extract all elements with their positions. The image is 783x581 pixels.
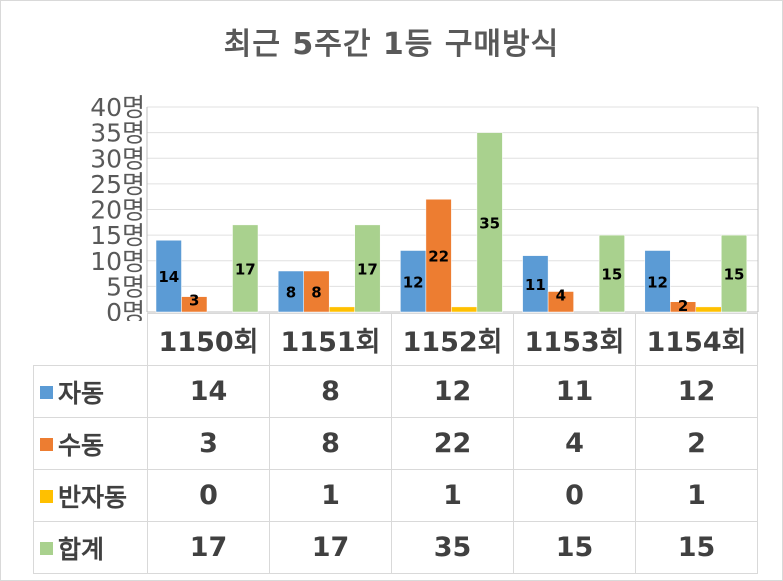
- data-label: 8: [311, 284, 321, 302]
- table-cell: 0: [513, 469, 636, 522]
- bar-수동-1150회: [181, 296, 208, 313]
- data-label: 14: [158, 268, 179, 286]
- table-cell: 15: [513, 521, 636, 574]
- bar-합계-1152회: [476, 132, 503, 313]
- y-tick-label: 25명: [90, 170, 145, 199]
- table-cell: 17: [147, 521, 270, 574]
- series-legend-cell: 수동: [33, 417, 148, 470]
- y-tick-label: 20명: [90, 196, 145, 225]
- table-cell: 1: [391, 469, 514, 522]
- bar-반자동-1154회: [695, 306, 722, 313]
- legend-swatch: [40, 386, 53, 399]
- data-label: 15: [601, 266, 622, 284]
- table-cell: 12: [391, 365, 514, 418]
- data-label: 4: [556, 287, 566, 305]
- table-cell: 8: [269, 365, 392, 418]
- bar-합계-1151회: [354, 224, 381, 313]
- table-cell: 15: [635, 521, 758, 574]
- table-row: 수동 3 8 22 4 2: [33, 417, 758, 470]
- bars: [155, 132, 748, 313]
- series-name: 반자동: [58, 482, 128, 512]
- category-label: 1154회: [635, 313, 758, 366]
- table-cell: 2: [635, 417, 758, 470]
- series-name: 자동: [58, 378, 105, 408]
- data-label: 22: [428, 248, 449, 266]
- y-tick-label: 5명: [106, 272, 145, 301]
- y-tick-label: 10명: [90, 247, 145, 276]
- table-cell: 4: [513, 417, 636, 470]
- bar-자동-1154회: [644, 250, 671, 313]
- table-corner: [33, 313, 148, 366]
- series-legend-cell: 합계: [33, 521, 148, 574]
- data-label: 12: [647, 273, 668, 291]
- series-name: 합계: [58, 534, 105, 564]
- bar-수동-1152회: [425, 199, 452, 313]
- y-tick-label: 35명: [90, 119, 145, 148]
- table-cell: 1: [635, 469, 758, 522]
- legend-swatch: [40, 542, 53, 555]
- legend-swatch: [40, 490, 53, 503]
- data-label: 15: [724, 266, 745, 284]
- category-label: 1150회: [147, 313, 270, 366]
- bar-반자동-1151회: [328, 306, 355, 313]
- category-label: 1153회: [513, 313, 636, 366]
- legend-swatch: [40, 438, 53, 451]
- bar-반자동-1152회: [451, 306, 478, 313]
- table-cell: 17: [269, 521, 392, 574]
- data-label: 2: [678, 297, 688, 315]
- data-label: 17: [235, 260, 256, 278]
- category-label: 1152회: [391, 313, 514, 366]
- y-tick-label: 15명: [90, 221, 145, 250]
- table-cell: 3: [147, 417, 270, 470]
- series-name: 수동: [58, 430, 105, 460]
- series-legend-cell: 자동: [33, 365, 148, 418]
- data-table: 1150회 1151회 1152회 1153회 1154회 자동 14 8 12 11 12 수동 3…: [33, 313, 758, 574]
- y-tick-label: 30명: [90, 144, 145, 173]
- table-cell: 35: [391, 521, 514, 574]
- data-label: 8: [286, 284, 296, 302]
- category-label: 1151회: [269, 313, 392, 366]
- table-cell: 14: [147, 365, 270, 418]
- bar-합계-1153회: [598, 234, 625, 313]
- data-label: 17: [357, 260, 378, 278]
- bar-합계-1150회: [232, 224, 259, 313]
- bar-수동-1151회: [303, 270, 330, 313]
- table-cell: 1: [269, 469, 392, 522]
- table-cell: 8: [269, 417, 392, 470]
- data-label: 35: [479, 214, 500, 232]
- table-cell: 11: [513, 365, 636, 418]
- series-legend-cell: 반자동: [33, 469, 148, 522]
- table-cell: 0: [147, 469, 270, 522]
- table-header-row: 1150회 1151회 1152회 1153회 1154회: [33, 313, 758, 366]
- table-cell: 12: [635, 365, 758, 418]
- table-cell: 22: [391, 417, 514, 470]
- bar-자동-1153회: [522, 255, 549, 313]
- table-row: 자동 14 8 12 11 12: [33, 365, 758, 418]
- data-label: 3: [189, 292, 199, 310]
- table-body: 자동 14 8 12 11 12 수동 3 8 22 4 2 반자동 0 1 1 0 1 합계 17 17 35 15 15: [33, 365, 758, 574]
- data-label: 12: [403, 273, 424, 291]
- y-tick-label: 40명: [90, 93, 145, 122]
- bar-자동-1150회: [155, 240, 182, 313]
- data-label: 11: [525, 276, 546, 294]
- bar-수동-1153회: [547, 291, 574, 313]
- bar-합계-1154회: [721, 234, 748, 313]
- table-row: 합계 17 17 35 15 15: [33, 521, 758, 574]
- data-labels: 14 8 12 11 12 3 8 22 4 2 17 17 35 15 15: [158, 214, 744, 314]
- table-row: 반자동 0 1 1 0 1: [33, 469, 758, 522]
- chart-title: 최근 5주간 1등 구매방식: [223, 27, 560, 62]
